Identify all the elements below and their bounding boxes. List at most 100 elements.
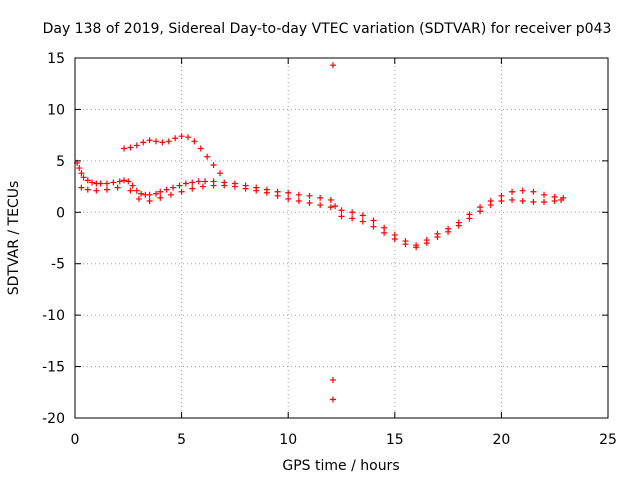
- y-tick-label: -10: [42, 308, 65, 324]
- chart-title: Day 138 of 2019, Sidereal Day-to-day VTE…: [43, 21, 612, 37]
- grid-lines: [75, 58, 608, 418]
- data-point: [197, 145, 204, 152]
- data-point: [445, 228, 452, 235]
- data-point: [253, 187, 260, 194]
- data-point: [558, 196, 565, 203]
- data-point: [391, 236, 398, 243]
- data-point: [165, 138, 172, 145]
- data-point: [135, 195, 142, 202]
- y-tick-labels: -20 -15 -10 -5 0 5 10 15: [42, 51, 65, 427]
- x-tick-label: 15: [386, 432, 404, 448]
- data-point: [84, 177, 91, 184]
- data-point: [541, 191, 548, 198]
- data-point: [295, 197, 302, 204]
- data-point: [195, 178, 202, 185]
- data-point: [153, 138, 160, 145]
- data-point: [295, 191, 302, 198]
- data-point: [121, 177, 128, 184]
- data-point: [327, 204, 334, 211]
- data-point: [455, 222, 462, 229]
- data-point: [306, 200, 313, 207]
- data-point: [519, 187, 526, 194]
- data-point: [97, 180, 104, 187]
- data-point: [216, 170, 223, 177]
- data-point: [242, 185, 249, 192]
- data-point: [89, 179, 96, 186]
- data-point: [178, 188, 185, 195]
- data-point: [210, 182, 217, 189]
- data-point: [477, 208, 484, 215]
- y-tick-label: -20: [42, 411, 65, 427]
- data-point: [110, 179, 117, 186]
- data-point: [370, 217, 377, 224]
- data-point: [157, 188, 164, 195]
- y-tick-label: -5: [51, 257, 65, 273]
- data-point: [116, 178, 123, 185]
- data-point: [146, 191, 153, 198]
- data-point: [138, 190, 145, 197]
- data-point: [204, 153, 211, 160]
- data-point: [381, 229, 388, 236]
- data-point: [191, 138, 198, 145]
- data-point: [127, 187, 134, 194]
- x-tick-labels: 0 5 10 15 20 25: [71, 432, 617, 448]
- data-point: [76, 165, 83, 172]
- data-point: [133, 142, 140, 149]
- x-tick-label: 10: [279, 432, 297, 448]
- data-point: [370, 223, 377, 230]
- x-tick-label: 0: [71, 432, 80, 448]
- data-point: [103, 180, 110, 187]
- data-point: [80, 174, 87, 181]
- data-point: [519, 197, 526, 204]
- data-point: [176, 182, 183, 189]
- y-tick-label: 15: [47, 51, 65, 67]
- axis-ticks: [74, 57, 609, 419]
- data-point: [184, 134, 191, 141]
- data-point: [202, 178, 209, 185]
- data-point: [133, 187, 140, 194]
- data-point: [349, 215, 356, 222]
- data-point: [466, 215, 473, 222]
- data-point: [498, 192, 505, 199]
- data-point: [329, 62, 336, 69]
- data-point: [285, 195, 292, 202]
- data-point: [199, 183, 206, 190]
- data-point: [159, 139, 166, 146]
- data-point: [78, 170, 85, 177]
- data-point: [338, 213, 345, 220]
- data-point: [317, 202, 324, 209]
- data-point: [103, 186, 110, 193]
- data-point: [551, 197, 558, 204]
- data-point: [327, 196, 334, 203]
- data-point: [332, 203, 339, 210]
- data-point: [541, 199, 548, 205]
- data-point: [509, 196, 516, 203]
- data-point: [146, 137, 153, 144]
- data-point: [349, 209, 356, 216]
- data-point: [509, 188, 516, 195]
- data-point: [167, 191, 174, 198]
- data-point: [423, 240, 430, 247]
- data-point: [127, 144, 134, 151]
- data-point: [329, 396, 336, 403]
- data-point: [189, 179, 196, 186]
- data-point: [78, 184, 85, 191]
- data-point: [498, 197, 505, 204]
- plot-frame: [74, 57, 609, 419]
- data-point: [359, 212, 366, 219]
- data-point: [114, 184, 121, 191]
- x-tick-label: 5: [177, 432, 186, 448]
- data-points: [74, 62, 567, 403]
- data-point: [274, 192, 281, 199]
- data-point: [140, 139, 147, 146]
- data-point: [163, 186, 170, 193]
- data-point: [170, 184, 177, 191]
- data-point: [434, 233, 441, 240]
- data-point: [381, 224, 388, 231]
- data-point: [306, 192, 313, 199]
- data-point: [93, 187, 100, 194]
- data-point: [121, 145, 128, 152]
- data-point: [129, 182, 136, 189]
- data-point: [153, 190, 160, 197]
